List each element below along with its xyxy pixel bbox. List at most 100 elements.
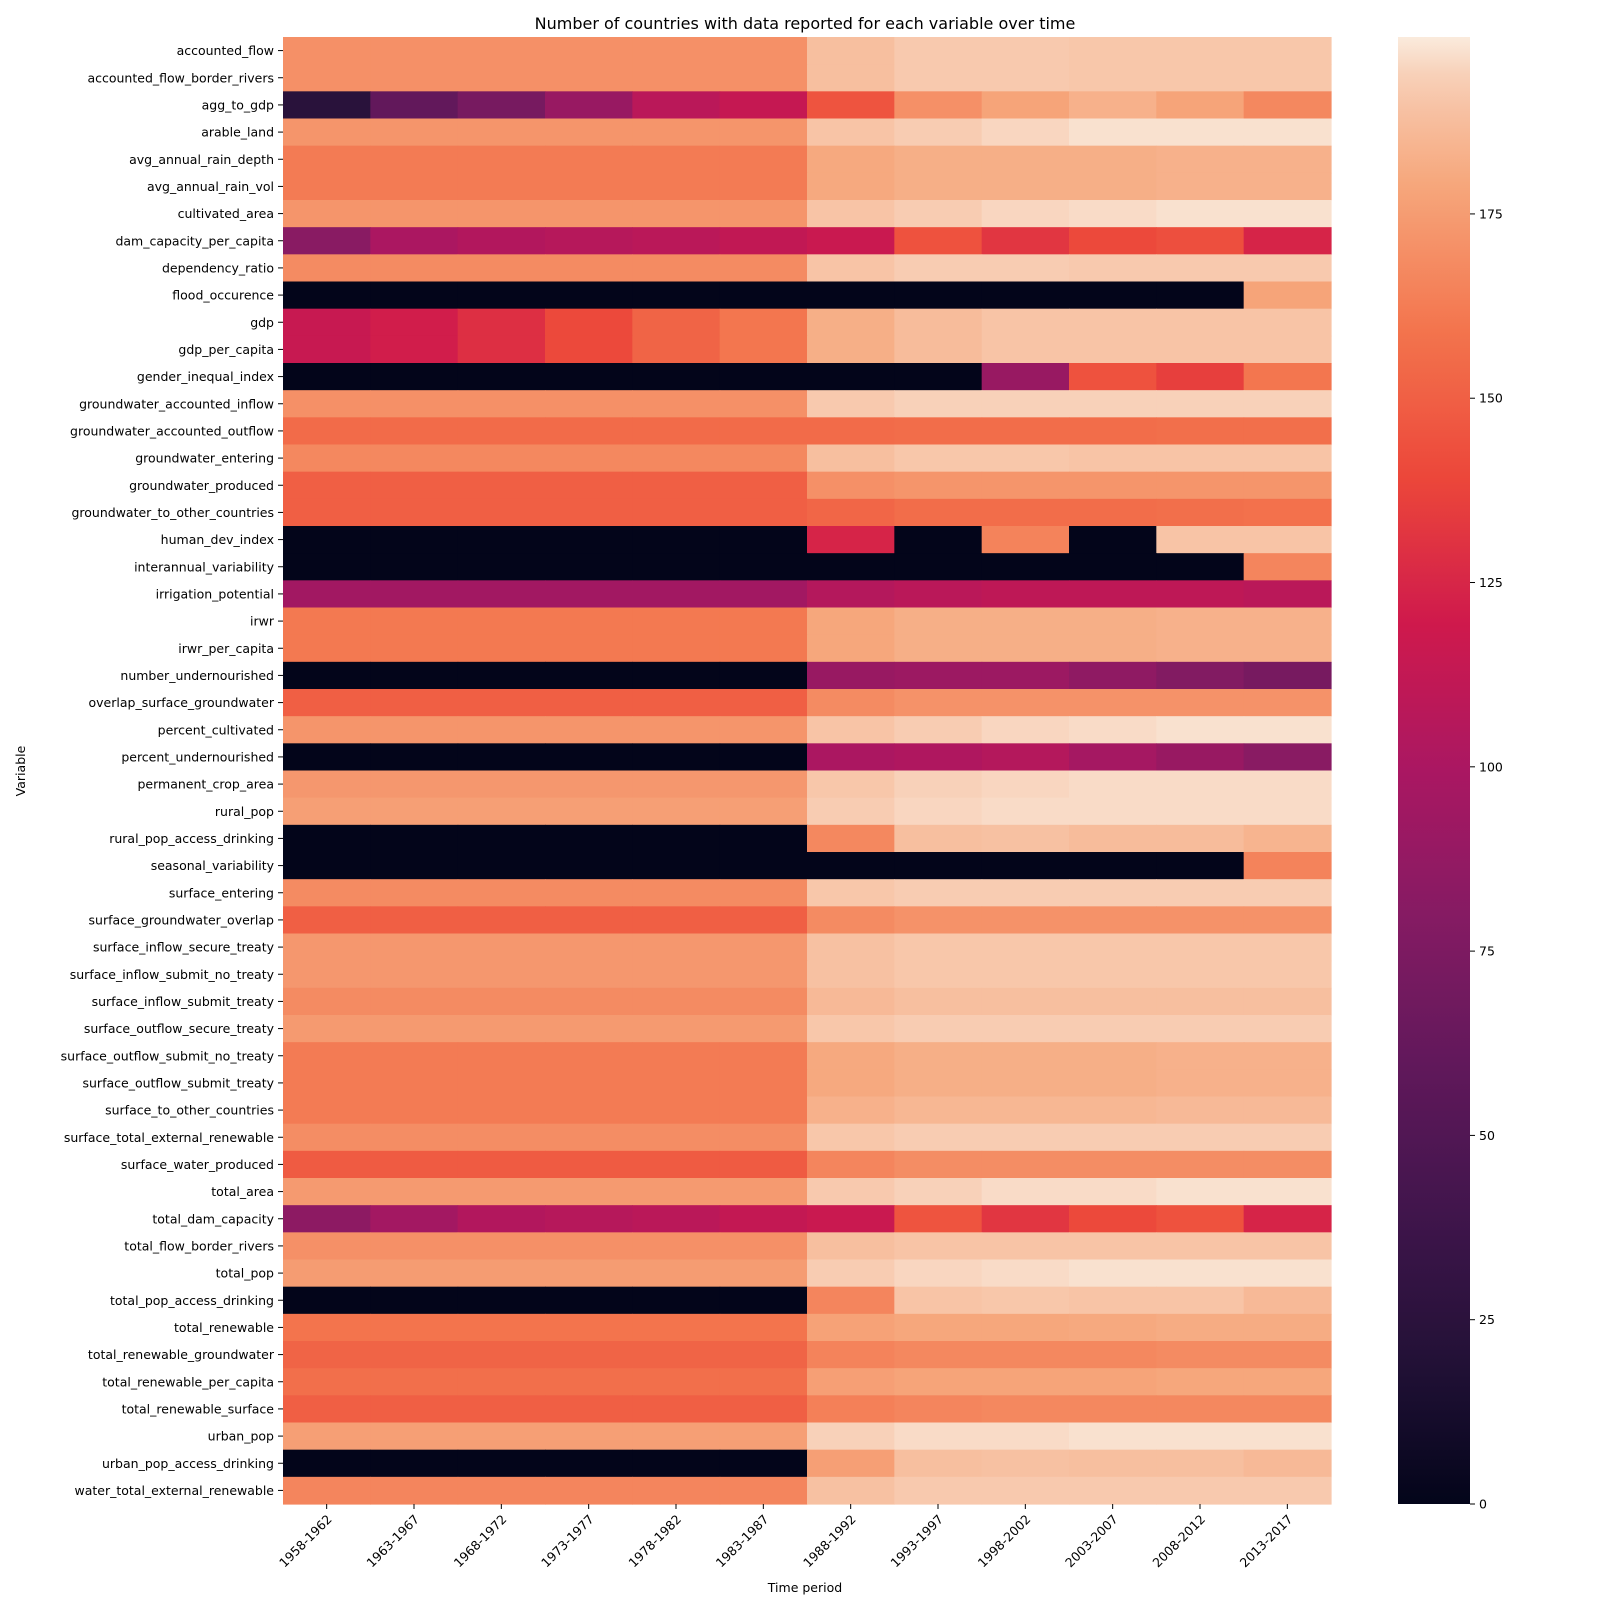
heatmap-cell [457, 1395, 546, 1424]
heatmap-cell [894, 91, 983, 120]
heatmap-cell [981, 1096, 1070, 1125]
heatmap-cell [283, 254, 371, 283]
heatmap-cell [457, 37, 546, 65]
heatmap-cell [457, 661, 546, 690]
heatmap-cell [632, 417, 721, 446]
heatmap-cell [1156, 1259, 1245, 1288]
heatmap-cell [807, 770, 895, 799]
heatmap-cell [545, 852, 633, 880]
y-tick-label: urban_pop_access_drinking [102, 1456, 274, 1471]
heatmap-cell [545, 580, 633, 609]
heatmap-cell [981, 906, 1070, 935]
heatmap-cell [1243, 661, 1332, 690]
heatmap-cell [370, 987, 459, 1016]
heatmap-cell [719, 390, 808, 418]
y-tick-label: total_area [211, 1184, 274, 1199]
heatmap-cell [632, 227, 721, 255]
heatmap-cell [807, 797, 895, 826]
heatmap-cell [283, 363, 371, 391]
y-tick-label: avg_annual_rain_vol [147, 179, 274, 194]
heatmap-cell [545, 1449, 633, 1478]
heatmap-cell [1156, 91, 1245, 120]
heatmap-cell [457, 335, 546, 364]
heatmap-cell [1243, 933, 1332, 962]
heatmap-cell [719, 960, 808, 989]
heatmap-cell [719, 824, 808, 853]
heatmap-cell [981, 1178, 1070, 1206]
heatmap-cell [632, 526, 721, 554]
heatmap-cell [807, 1069, 895, 1098]
heatmap-cell [632, 689, 721, 717]
heatmap-cell [807, 607, 895, 636]
heatmap-cell [545, 553, 633, 581]
y-tick-label: surface_inflow_submit_treaty [92, 994, 275, 1009]
heatmap-cell [632, 716, 721, 744]
heatmap-cell [807, 363, 895, 391]
heatmap-cell [370, 1395, 459, 1424]
heatmap-cell [981, 553, 1070, 581]
heatmap-cell [1243, 770, 1332, 799]
heatmap-cell [719, 1313, 808, 1342]
heatmap-cell [719, 91, 808, 120]
heatmap-cell [370, 1069, 459, 1098]
heatmap-cell [457, 1015, 546, 1043]
heatmap-cell [1156, 852, 1245, 880]
y-tick-label: groundwater_entering [135, 451, 274, 466]
heatmap-cell [283, 743, 371, 772]
heatmap-cell [894, 852, 983, 880]
heatmap-cell [632, 1123, 721, 1152]
heatmap-cell [545, 390, 633, 418]
heatmap-cell [894, 118, 983, 147]
y-tick-label: gender_inequal_index [137, 369, 274, 384]
heatmap-cell [807, 852, 895, 880]
y-tick-label: surface_outflow_submit_no_treaty [61, 1048, 275, 1063]
heatmap-cell [719, 37, 808, 65]
heatmap-cell [1069, 933, 1157, 962]
heatmap-cell [1243, 607, 1332, 636]
heatmap-cell [807, 960, 895, 989]
heatmap-cell [981, 200, 1070, 228]
heatmap-cell [1156, 797, 1245, 826]
heatmap-cell [632, 933, 721, 962]
heatmap-cell [981, 634, 1070, 663]
heatmap-cell [283, 471, 371, 500]
heatmap-cell [632, 471, 721, 500]
heatmap-cell [370, 689, 459, 717]
heatmap-cell [1069, 1395, 1157, 1424]
heatmap-cell [283, 1286, 371, 1315]
heatmap-cell [370, 1313, 459, 1342]
heatmap-cell [1069, 145, 1157, 174]
heatmap-cell [1156, 689, 1245, 717]
heatmap-cell [545, 824, 633, 853]
heatmap-cell [719, 1422, 808, 1451]
heatmap-cell [370, 64, 459, 92]
heatmap-cell [807, 200, 895, 228]
heatmap-cell [1069, 960, 1157, 989]
heatmap-cell [283, 797, 371, 826]
heatmap-cell [719, 200, 808, 228]
heatmap-cell [370, 933, 459, 962]
heatmap-cell [1069, 1150, 1157, 1179]
heatmap-cell [807, 1123, 895, 1152]
heatmap-cell [632, 906, 721, 935]
heatmap-cell [283, 1476, 371, 1505]
x-tick-label: 1963-1967 [363, 1512, 422, 1571]
heatmap-cell [457, 607, 546, 636]
heatmap-cell [283, 1259, 371, 1288]
heatmap-cell [545, 281, 633, 310]
colorbar-gradient [1398, 37, 1470, 1504]
heatmap-cell [283, 1096, 371, 1125]
heatmap-cell [632, 1449, 721, 1478]
heatmap-cell [894, 200, 983, 228]
heatmap-cell [545, 743, 633, 772]
y-tick-label: rural_pop [215, 804, 274, 819]
heatmap-cell [370, 254, 459, 283]
heatmap-cell [370, 1096, 459, 1125]
heatmap-cell [719, 1449, 808, 1478]
heatmap-cell [1156, 661, 1245, 690]
heatmap-cell [981, 471, 1070, 500]
x-tick-label: 1988-1992 [800, 1512, 859, 1571]
heatmap-cell [719, 335, 808, 364]
heatmap-cell [807, 634, 895, 663]
heatmap-cell [894, 1042, 983, 1070]
